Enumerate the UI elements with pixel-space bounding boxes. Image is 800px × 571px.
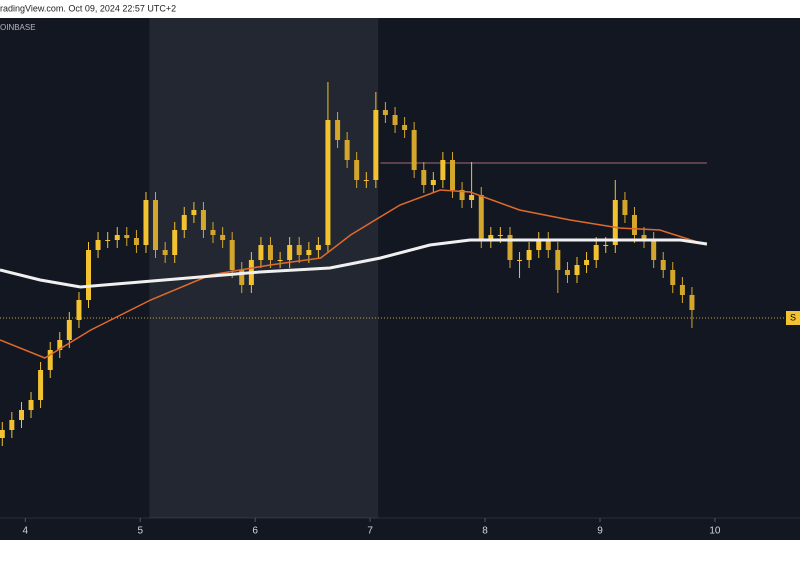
- candle-body: [86, 250, 92, 300]
- candle-body: [507, 235, 513, 260]
- candle-body: [162, 250, 168, 255]
- candle-body: [603, 245, 609, 246]
- x-tick-label: 4: [23, 526, 29, 537]
- chart-background: [0, 18, 800, 540]
- candle-body: [210, 230, 216, 235]
- candle-body: [392, 115, 398, 125]
- x-tick-label: 6: [252, 526, 258, 537]
- candle-body: [315, 245, 321, 250]
- candle-body: [258, 245, 264, 260]
- candle-body: [373, 110, 379, 180]
- x-tick-label: 8: [482, 526, 488, 537]
- candle-body: [200, 210, 206, 230]
- x-tick-label: 5: [137, 526, 143, 537]
- candle-body: [181, 215, 187, 230]
- candle-body: [287, 245, 293, 260]
- candle-body: [593, 245, 599, 260]
- candle-body: [267, 245, 273, 260]
- candle-body: [172, 230, 178, 255]
- x-tick-label: 10: [709, 526, 721, 537]
- candle-body: [325, 120, 331, 245]
- candle-body: [18, 410, 24, 420]
- candle-body: [220, 235, 226, 240]
- candle-body: [38, 370, 44, 400]
- candle-body: [651, 240, 657, 260]
- candle-body: [536, 240, 542, 250]
- candle-body: [497, 235, 503, 236]
- candle-body: [382, 110, 388, 115]
- candle-body: [114, 235, 120, 240]
- candle-body: [478, 195, 484, 240]
- price-label-box: [786, 311, 800, 325]
- candle-body: [411, 130, 417, 170]
- candle-body: [105, 240, 111, 241]
- candle-body: [517, 260, 523, 261]
- candle-body: [622, 200, 628, 215]
- candle-body: [57, 340, 63, 350]
- candle-body: [344, 140, 350, 160]
- candle-body: [306, 250, 312, 255]
- candle-body: [545, 240, 551, 250]
- x-tick-label: 9: [597, 526, 603, 537]
- candle-body: [47, 350, 53, 370]
- candle-body: [124, 235, 130, 238]
- candle-body: [450, 160, 456, 190]
- candle-body: [66, 320, 72, 340]
- x-tick-label: 7: [367, 526, 373, 537]
- candle-body: [95, 240, 101, 250]
- candle-body: [440, 160, 446, 180]
- candle-body: [28, 400, 34, 410]
- session-shade: [149, 18, 379, 518]
- candle-body: [239, 270, 245, 285]
- candle-body: [133, 238, 139, 245]
- candle-body: [0, 430, 5, 438]
- candle-body: [296, 245, 302, 255]
- candle-body: [526, 250, 532, 260]
- candle-body: [689, 295, 695, 310]
- candle-body: [555, 250, 561, 270]
- candle-body: [9, 420, 15, 430]
- candle-body: [153, 200, 159, 250]
- watermark: radingView.com. Oct 09, 2024 22:57 UTC+2: [0, 3, 176, 13]
- moving-average: [0, 238, 708, 289]
- candle-body: [277, 260, 283, 261]
- candle-body: [670, 270, 676, 285]
- candle-body: [229, 240, 235, 270]
- candle-body: [421, 170, 427, 185]
- candle-body: [641, 235, 647, 240]
- candle-body: [631, 215, 637, 235]
- price-label: S: [790, 312, 796, 322]
- candle-body: [469, 195, 475, 200]
- candle-body: [660, 260, 666, 270]
- candle-body: [402, 125, 408, 130]
- candle-body: [459, 190, 465, 200]
- candle-body: [564, 270, 570, 275]
- candle-body: [679, 285, 685, 295]
- candle-body: [335, 120, 341, 140]
- symbol: OINBASE: [0, 23, 36, 32]
- candle-body: [584, 260, 590, 265]
- candle-body: [354, 160, 360, 180]
- candle-body: [574, 265, 580, 275]
- candle-body: [488, 235, 494, 240]
- candle-body: [430, 180, 436, 185]
- candle-body: [612, 200, 618, 245]
- candle-body: [76, 300, 82, 320]
- candle-body: [191, 210, 197, 215]
- candle-body: [363, 180, 369, 181]
- candle-body: [143, 200, 149, 245]
- moving-average: [0, 189, 708, 359]
